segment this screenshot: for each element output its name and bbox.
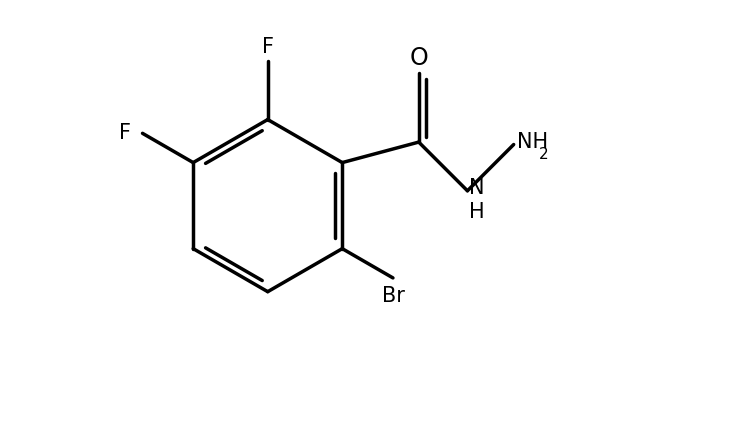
Text: O: O [410,46,428,70]
Text: 2: 2 [539,147,548,161]
Text: NH: NH [517,132,548,152]
Text: N: N [469,178,485,198]
Text: H: H [469,202,485,222]
Text: F: F [119,123,131,143]
Text: Br: Br [382,285,405,305]
Text: F: F [262,37,274,57]
